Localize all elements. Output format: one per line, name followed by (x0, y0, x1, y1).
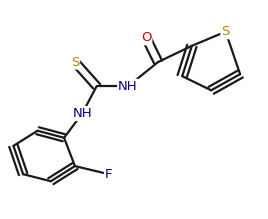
Text: F: F (105, 168, 113, 181)
Text: S: S (71, 55, 79, 69)
Text: O: O (141, 31, 151, 44)
Text: NH: NH (118, 80, 138, 93)
Text: S: S (221, 25, 230, 38)
Text: NH: NH (72, 107, 92, 120)
